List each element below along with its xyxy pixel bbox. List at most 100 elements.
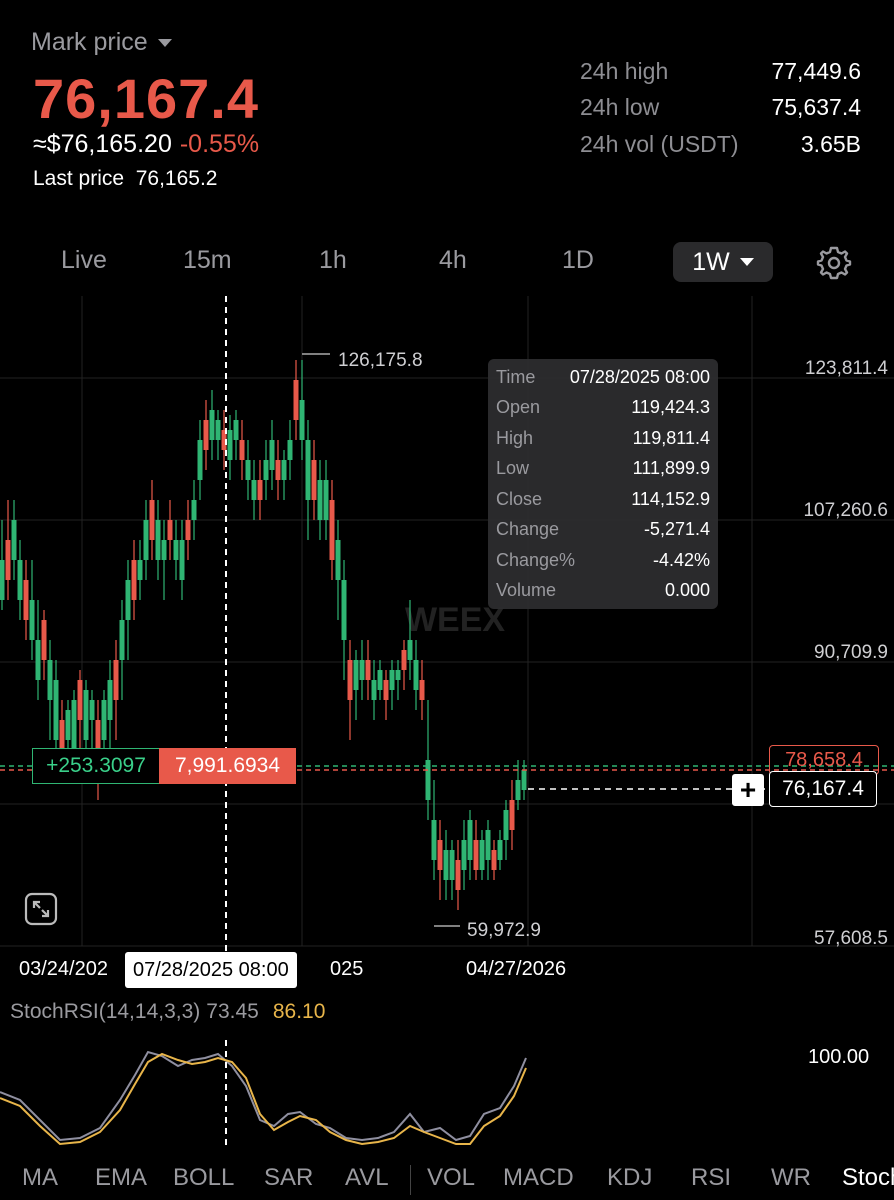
- candle-body: [35, 640, 41, 680]
- tooltip-key: Volume: [496, 580, 557, 600]
- candle-body: [0, 560, 5, 600]
- indicator-ema[interactable]: EMA: [95, 1164, 148, 1191]
- indicator-boll[interactable]: BOLL: [173, 1164, 235, 1191]
- change-percent: -0.55%: [179, 130, 260, 158]
- position-value-tag[interactable]: 7,991.6934: [159, 748, 296, 784]
- candle-body: [317, 480, 323, 520]
- candle-body: [293, 380, 299, 420]
- stochrsi-title: StochRSI(14,14,3,3): [10, 1000, 201, 1023]
- candle-body: [371, 680, 377, 700]
- tooltip-value: 119,811.4: [632, 428, 710, 448]
- stochrsi-k-line: [0, 1050, 527, 1142]
- stat-low-value: 75,637.4: [771, 94, 861, 120]
- candle-body: [17, 560, 23, 600]
- tab-15m[interactable]: 15m: [183, 246, 232, 274]
- stat-high-value: 77,449.6: [771, 58, 861, 84]
- last-price-value: 76,165.2: [135, 167, 218, 190]
- candle-body: [491, 850, 497, 870]
- indicator-macd[interactable]: MACD: [503, 1164, 574, 1191]
- candle-body: [509, 800, 515, 830]
- candle-body: [335, 540, 341, 580]
- candle-body: [401, 650, 407, 670]
- tooltip-row: Change% -4.42%: [496, 550, 710, 580]
- indicator-ma[interactable]: MA: [22, 1164, 58, 1191]
- last-price-line: Last price 76,165.2: [33, 167, 217, 191]
- stochrsi-header: StochRSI(14,14,3,3) 73.45 86.10: [10, 1000, 325, 1024]
- candle-body: [413, 660, 419, 690]
- gear-icon[interactable]: [816, 244, 852, 280]
- mark-price-dropdown[interactable]: Mark price: [31, 28, 172, 57]
- stochrsi-k-value: 73.45: [206, 1000, 259, 1023]
- candle-body: [437, 840, 443, 870]
- candle-body: [407, 640, 413, 660]
- candle-body: [269, 440, 275, 470]
- candle-body: [167, 520, 173, 540]
- tooltip-row: High 119,811.4: [496, 428, 710, 458]
- candle-body: [173, 540, 179, 560]
- candle-body: [155, 520, 161, 560]
- stochrsi-d-line: [0, 1052, 527, 1146]
- indicator-stoch[interactable]: Stoch: [842, 1164, 894, 1191]
- tab-1w[interactable]: 1W: [673, 242, 773, 282]
- candle-body: [419, 680, 425, 700]
- y-label: 123,811.4: [805, 358, 889, 379]
- indicator-kdj[interactable]: KDJ: [607, 1164, 653, 1191]
- tab-live[interactable]: Live: [61, 246, 107, 274]
- stat-high-label: 24h high: [580, 58, 669, 84]
- candle-body: [215, 420, 221, 440]
- candle-body: [185, 520, 191, 540]
- indicator-sar[interactable]: SAR: [264, 1164, 314, 1191]
- date-label: 025: [330, 958, 364, 980]
- tooltip-value: -4.42%: [652, 550, 710, 570]
- candle-body: [131, 560, 137, 600]
- tab-1d[interactable]: 1D: [562, 246, 594, 274]
- tooltip-key: Time: [496, 367, 536, 387]
- mark-price-value: 76,167.4: [33, 67, 259, 130]
- candle-body: [47, 660, 53, 700]
- candle-body: [239, 440, 245, 460]
- tooltip-value: -5,271.4: [643, 519, 710, 539]
- tab-1h[interactable]: 1h: [319, 246, 347, 274]
- indicator-rsi[interactable]: RSI: [691, 1164, 732, 1191]
- candle-body: [443, 850, 449, 880]
- candle-body: [281, 460, 287, 480]
- tooltip-row: Open 119,424.3: [496, 397, 710, 427]
- tooltip-row: Time 07/28/2025 08:00: [496, 367, 710, 397]
- indicator-divider: [410, 1165, 411, 1195]
- position-pnl-tag[interactable]: +253.3097: [32, 748, 160, 784]
- candle-body: [461, 840, 467, 870]
- candle-body: [161, 540, 167, 560]
- candle-body: [179, 540, 185, 580]
- candle-body: [431, 820, 437, 860]
- candle-body: [119, 620, 125, 660]
- crosshair-date-label: 07/28/2025 08:00: [125, 952, 297, 988]
- candle-body: [497, 840, 503, 860]
- candle-body: [113, 660, 119, 700]
- candle-body: [503, 810, 509, 840]
- candle-body: [65, 710, 71, 740]
- tab-4h[interactable]: 4h: [439, 246, 467, 274]
- stat-low-label: 24h low: [580, 94, 660, 120]
- candle-body: [275, 460, 281, 480]
- indicator-vol[interactable]: VOL: [427, 1164, 476, 1191]
- indicator-avl[interactable]: AVL: [345, 1164, 389, 1191]
- y-label: 90,709.9: [814, 642, 888, 663]
- fullscreen-icon[interactable]: [24, 892, 58, 926]
- candle-body: [353, 660, 359, 690]
- y-label: 107,260.6: [803, 500, 888, 521]
- candle-body: [323, 480, 329, 520]
- candle-body: [299, 400, 305, 440]
- candle-body: [233, 420, 239, 440]
- add-order-button[interactable]: +: [732, 774, 764, 806]
- candle-body: [287, 440, 293, 460]
- candle-body: [29, 600, 35, 640]
- candle-body: [5, 540, 11, 580]
- date-label: 04/27/2026: [466, 958, 567, 980]
- candle-body: [449, 850, 455, 880]
- price-chart[interactable]: WEEX 123,811.4 107,260.6 90,709.9 57,608…: [0, 296, 894, 996]
- candle-body: [257, 480, 263, 500]
- candle-body: [53, 680, 59, 740]
- stat-vol-value: 3.65B: [800, 131, 861, 157]
- tooltip-value: 119,424.3: [631, 397, 710, 417]
- indicator-wr[interactable]: WR: [771, 1164, 811, 1191]
